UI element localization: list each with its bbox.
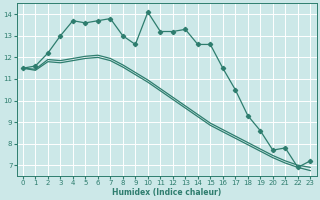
X-axis label: Humidex (Indice chaleur): Humidex (Indice chaleur)	[112, 188, 221, 197]
